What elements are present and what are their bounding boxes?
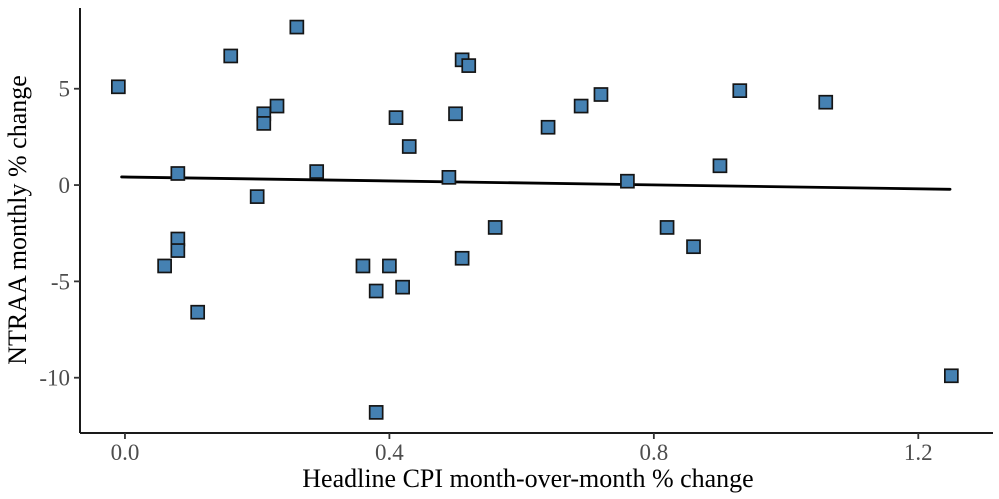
data-point (256, 116, 272, 131)
data-point (441, 169, 457, 185)
data-point (686, 239, 701, 255)
data-point (170, 243, 186, 258)
data-point (355, 258, 371, 274)
data-point (170, 166, 186, 181)
data-point (368, 405, 384, 420)
trend-line (120, 175, 952, 191)
data-point (249, 189, 265, 204)
x-tick-label: 0.4 (375, 440, 404, 465)
data-point (620, 173, 635, 189)
data-point (223, 48, 239, 64)
y-tick-label: 0 (59, 173, 71, 198)
data-point (454, 250, 470, 266)
data-point (732, 83, 748, 98)
data-point (818, 94, 834, 110)
data-point (487, 220, 503, 235)
data-point (943, 368, 959, 384)
y-tick-label: -5 (51, 269, 70, 294)
x-tick-label: 0.8 (639, 440, 668, 465)
data-point (190, 304, 206, 320)
data-point (712, 158, 728, 174)
data-point (309, 164, 325, 179)
data-point (461, 58, 477, 73)
data-point (388, 110, 404, 125)
data-point (382, 258, 397, 274)
x-axis-title: Headline CPI month-over-month % change (302, 464, 753, 493)
data-point (593, 87, 609, 102)
data-point (269, 98, 285, 114)
data-point (289, 19, 305, 35)
x-tick-label: 1.2 (904, 440, 933, 465)
y-axis-title: NTRAA monthly % change (3, 75, 32, 365)
data-point (573, 98, 589, 114)
data-point (540, 119, 556, 135)
x-tick-label: 0.0 (111, 440, 140, 465)
data-point (395, 279, 410, 295)
y-tick-label: -10 (39, 366, 70, 391)
chart-plot-area: 0.0 0.4 0.8 1.2 5 0 -5 -10 (39, 8, 993, 465)
data-point (448, 106, 463, 122)
data-point (110, 79, 126, 95)
data-point (157, 258, 172, 274)
y-tick-label: 5 (59, 77, 71, 102)
data-point (401, 139, 417, 154)
data-point (659, 220, 675, 235)
data-point (368, 283, 384, 299)
